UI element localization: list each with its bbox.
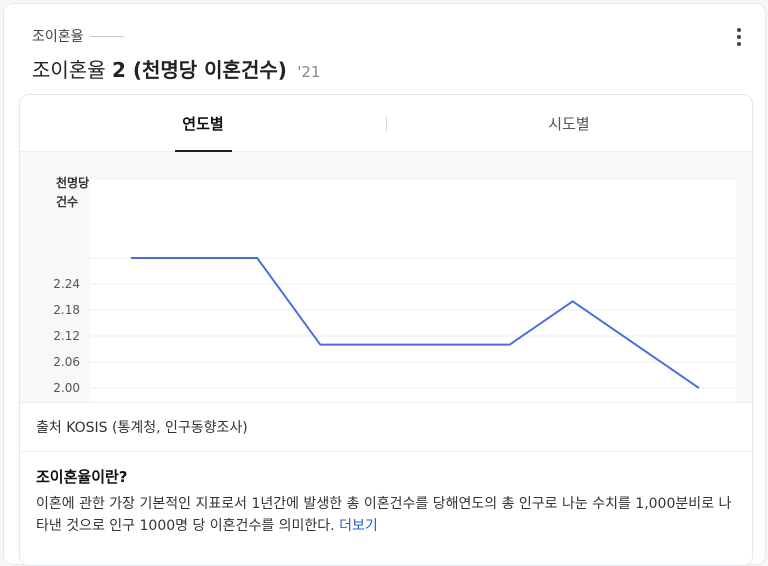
more-link[interactable]: 더보기: [339, 518, 378, 534]
title-year: '21: [297, 63, 321, 81]
definition-section: 조이혼율이란? 이혼에 관한 가장 기본적인 지표로서 1년간에 발생한 총 이…: [20, 452, 752, 551]
page-title: 조이혼율 2 (천명당 이혼건수) '21: [32, 54, 320, 83]
tab-by-region[interactable]: 시도별: [548, 114, 590, 133]
more-options-icon[interactable]: [729, 26, 749, 48]
y-tick-label: 2.24: [53, 277, 80, 291]
chart-svg: 천명당 건수 2.242.182.122.062.001.94201220132…: [53, 175, 736, 402]
title-prefix: 조이혼율: [32, 58, 106, 82]
line-chart: 천명당 건수 2.242.182.122.062.001.94201220132…: [20, 152, 752, 403]
plot-background: [90, 180, 736, 402]
tab-bar: 연도별 시도별: [20, 95, 752, 152]
y-tick-label: 2.18: [53, 303, 80, 317]
y-tick-label: 2.00: [53, 381, 80, 395]
y-tick-label: 2.12: [53, 329, 80, 343]
definition-text: 이혼에 관한 가장 기본적인 지표로서 1년간에 발생한 총 이혼건수를 당해연…: [36, 496, 732, 534]
series-line: [131, 257, 700, 389]
info-card: 조이혼율 조이혼율 2 (천명당 이혼건수) '21 연도별 시도별 천명당 건…: [3, 3, 766, 566]
definition-body: 이혼에 관한 가장 기본적인 지표로서 1년간에 발생한 총 이혼건수를 당해연…: [36, 493, 736, 537]
tab-by-year[interactable]: 연도별: [20, 95, 386, 152]
y-tick-label: 2.06: [53, 355, 80, 369]
kicker-divider: [89, 35, 124, 37]
tab-divider: [386, 116, 387, 132]
title-value: 2 (천명당 이혼건수): [111, 58, 287, 82]
card-kicker: 조이혼율: [32, 26, 124, 46]
source-text: 출처 KOSIS (통계청, 인구동향조사): [20, 403, 752, 452]
chart-panel: 연도별 시도별 천명당 건수 2.242.182.122.062.001.942…: [19, 94, 753, 566]
y-axis-label-line2: 건수: [56, 194, 78, 209]
definition-title: 조이혼율이란?: [36, 468, 128, 486]
kicker-label: 조이혼율: [32, 29, 84, 45]
y-axis-label-line1: 천명당: [56, 175, 89, 190]
